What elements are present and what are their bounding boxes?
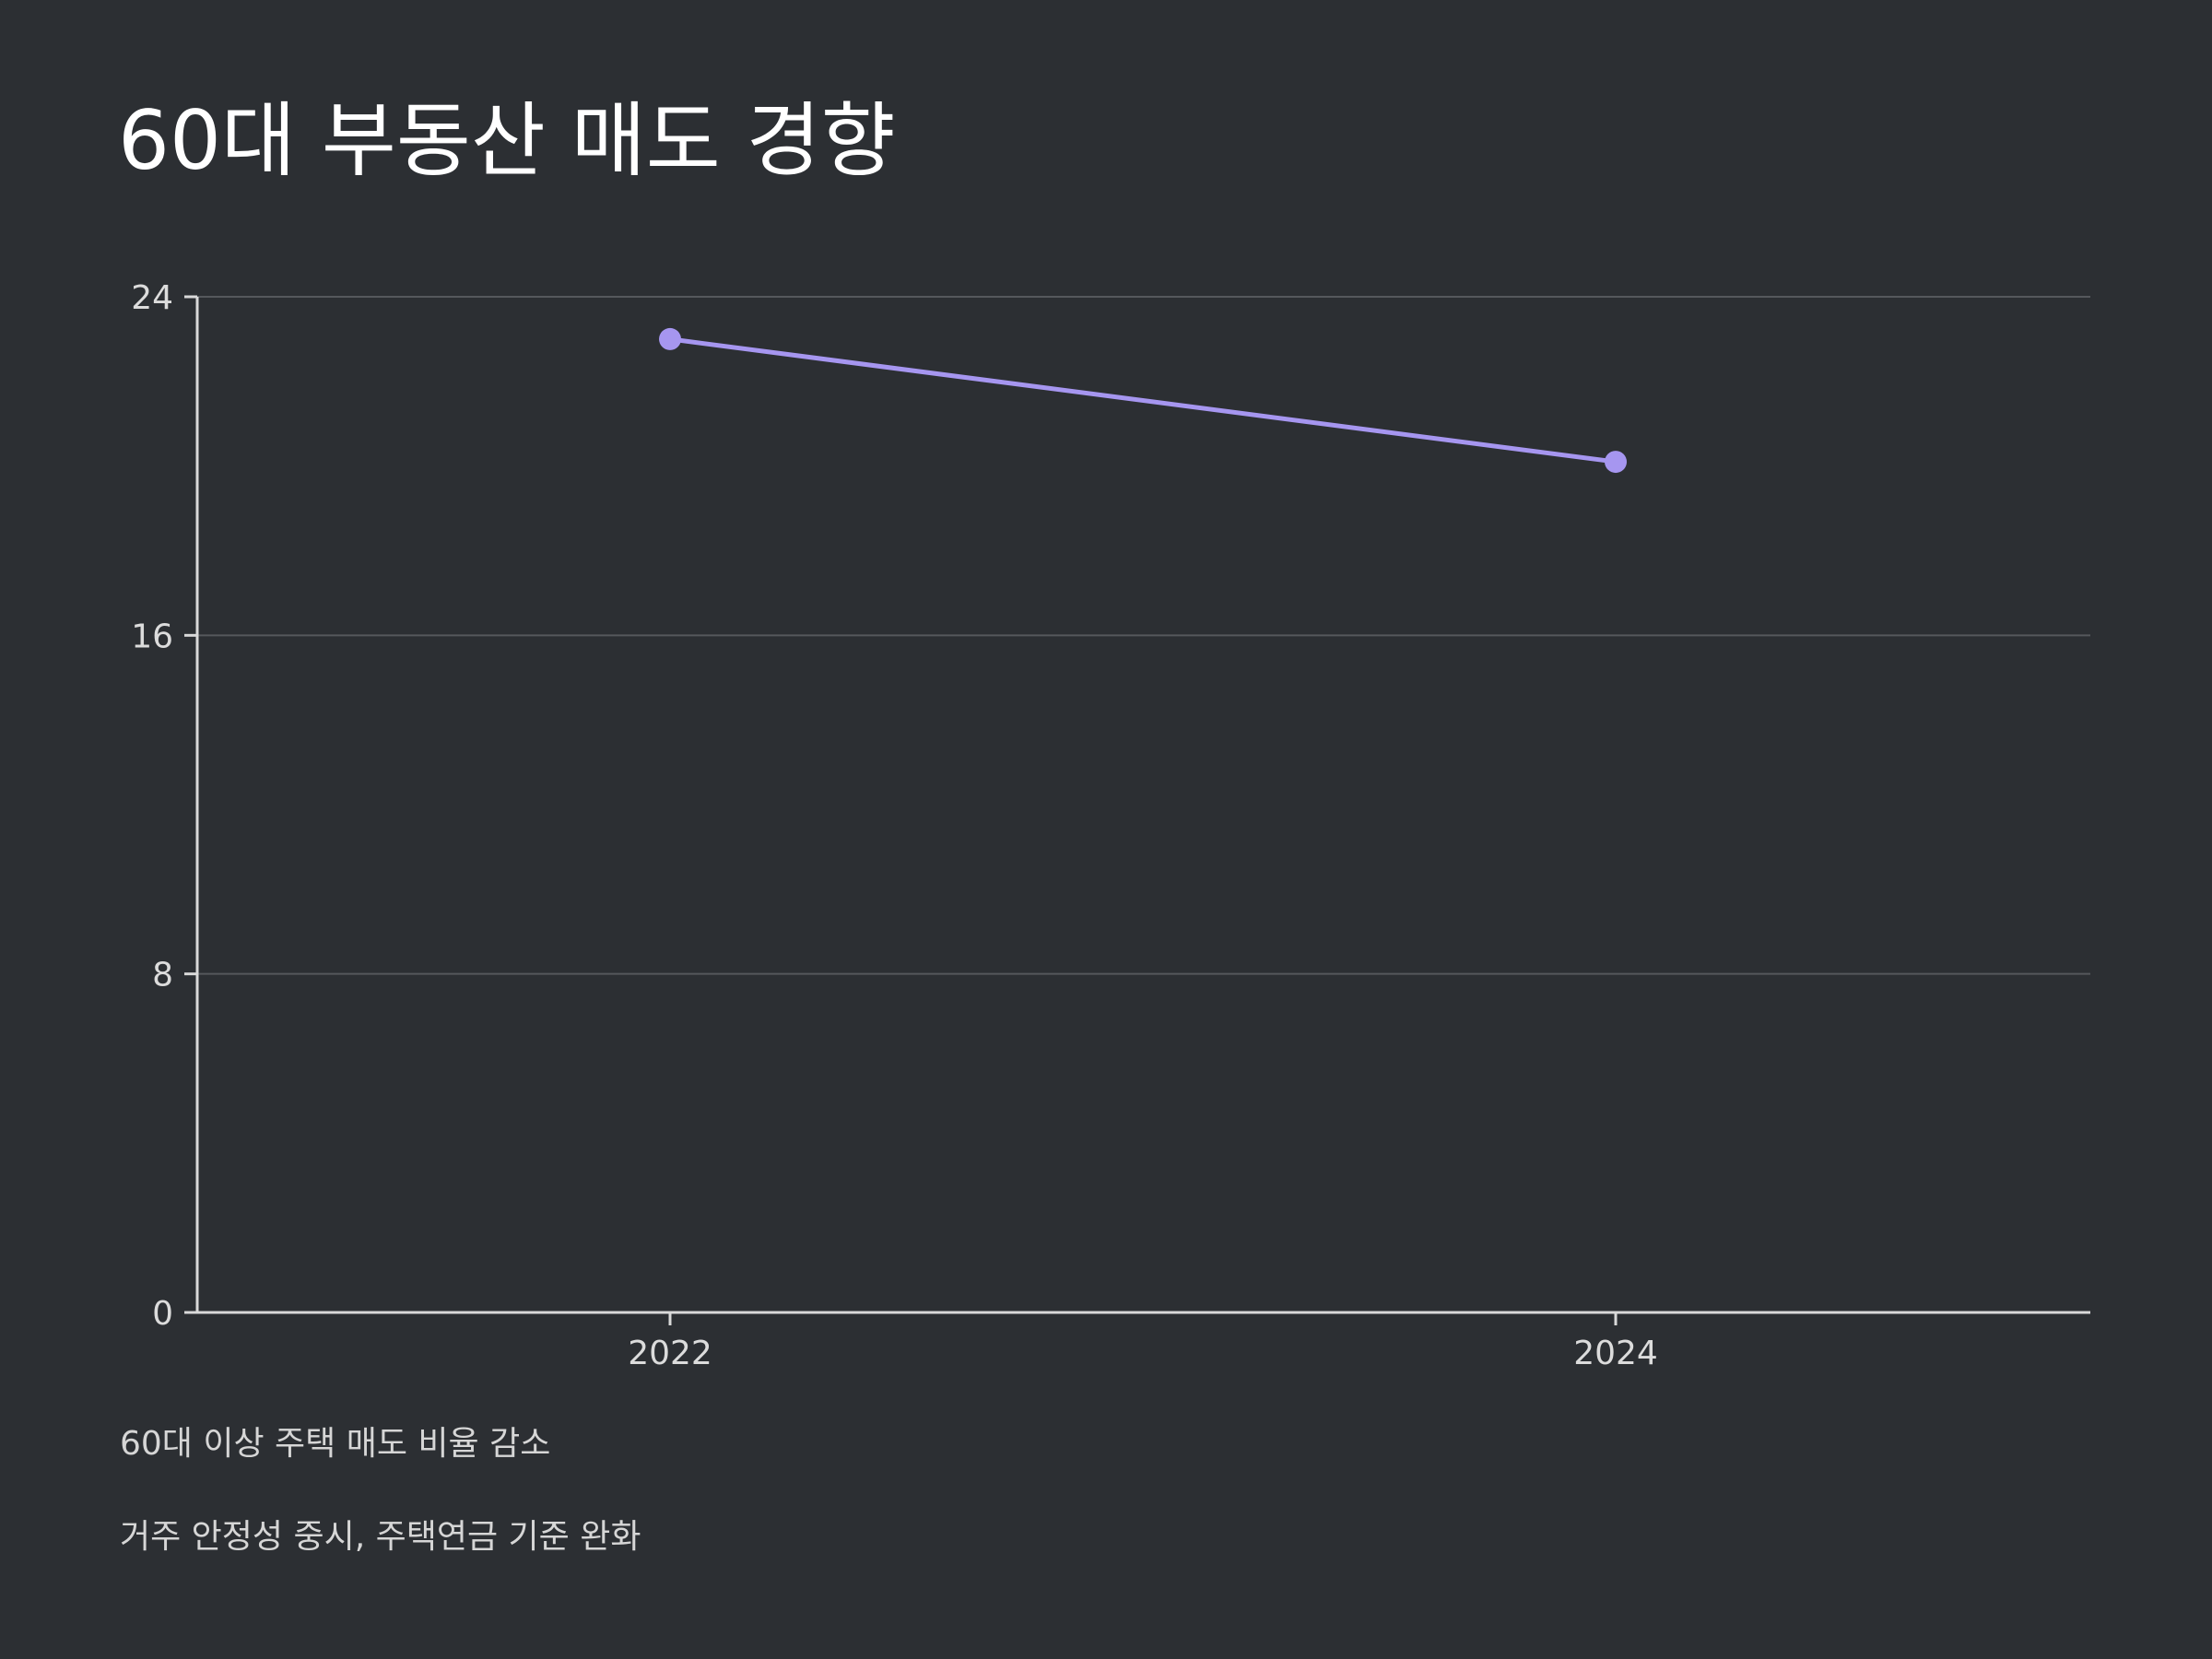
y-tick-label-3: 24 — [131, 279, 173, 317]
footnote-1: 60대 이상 주택 매도 비율 감소 — [120, 1425, 551, 1463]
series-line-0 — [667, 336, 1618, 465]
x-tick-label-1: 2024 — [1573, 1335, 1658, 1372]
x-tick-label-0: 2022 — [628, 1335, 712, 1372]
data-point-2024 — [1605, 451, 1627, 474]
chart-title: 60대 부동산 매도 경향 — [118, 93, 896, 188]
footnote-2: 거주 안정성 중시, 주택연금 기준 완화 — [120, 1518, 641, 1556]
axes: 0 8 16 24 2022 2024 — [131, 279, 2090, 1372]
y-tick-label-1: 8 — [152, 957, 173, 994]
y-tick-label-2: 16 — [131, 618, 173, 655]
data-point-2022 — [659, 327, 681, 350]
y-tick-label-0: 0 — [152, 1295, 173, 1333]
series — [659, 327, 1627, 474]
gridlines — [197, 296, 2090, 975]
